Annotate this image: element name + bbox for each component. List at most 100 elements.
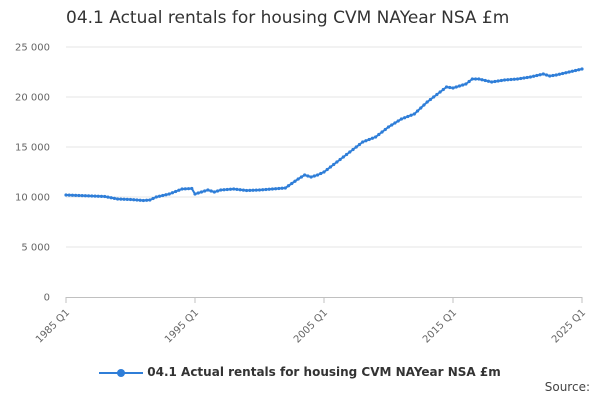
data-point[interactable] [399, 117, 403, 121]
data-point[interactable] [74, 193, 78, 197]
data-point[interactable] [293, 179, 297, 183]
data-point[interactable] [496, 79, 500, 83]
data-point[interactable] [277, 186, 281, 191]
data-point[interactable] [125, 197, 129, 201]
data-point[interactable] [103, 194, 107, 199]
data-point[interactable] [354, 145, 358, 149]
data-point[interactable] [506, 78, 510, 82]
data-point[interactable] [151, 196, 155, 201]
data-point[interactable] [245, 188, 249, 193]
data-point[interactable] [93, 194, 97, 198]
data-point[interactable] [483, 78, 487, 83]
data-point[interactable] [199, 190, 204, 194]
data-point[interactable] [570, 69, 574, 73]
data-point[interactable] [332, 162, 336, 167]
data-point[interactable] [425, 100, 429, 104]
data-point[interactable] [206, 188, 210, 192]
data-point[interactable] [196, 191, 200, 195]
data-point[interactable] [283, 186, 287, 190]
legend[interactable]: 04.1 Actual rentals for housing CVM NAYe… [0, 365, 600, 379]
data-point[interactable] [257, 188, 262, 192]
data-point[interactable] [419, 106, 423, 110]
data-point[interactable] [396, 119, 400, 123]
data-point[interactable] [180, 187, 184, 191]
data-point[interactable] [435, 92, 439, 97]
data-point[interactable] [557, 72, 562, 76]
data-point[interactable] [235, 187, 239, 191]
data-point[interactable] [106, 195, 110, 199]
data-point[interactable] [564, 71, 568, 75]
data-point[interactable] [177, 188, 181, 192]
data-point[interactable] [219, 188, 223, 192]
data-point[interactable] [325, 167, 329, 172]
data-point[interactable] [383, 127, 387, 132]
data-point[interactable] [519, 76, 523, 81]
data-point[interactable] [438, 90, 442, 94]
data-point[interactable] [364, 139, 368, 143]
data-point[interactable] [251, 188, 255, 192]
data-point[interactable] [386, 125, 391, 129]
data-point[interactable] [357, 142, 362, 147]
data-point[interactable] [193, 192, 197, 196]
data-point[interactable] [77, 193, 81, 198]
data-point[interactable] [112, 196, 116, 200]
data-point[interactable] [554, 73, 558, 77]
data-point[interactable] [532, 74, 536, 78]
data-point[interactable] [90, 194, 94, 198]
data-point[interactable] [457, 84, 462, 88]
data-point[interactable] [116, 197, 120, 201]
data-point[interactable] [499, 78, 503, 83]
data-point[interactable] [86, 194, 91, 198]
data-point[interactable] [470, 77, 474, 81]
data-point[interactable] [228, 187, 233, 191]
data-point[interactable] [225, 187, 229, 192]
data-point[interactable] [157, 194, 162, 198]
data-point[interactable] [467, 79, 471, 84]
data-point[interactable] [70, 193, 75, 197]
data-point[interactable] [148, 198, 152, 202]
data-point[interactable] [535, 73, 539, 78]
data-point[interactable] [577, 68, 581, 72]
data-point[interactable] [222, 188, 226, 192]
data-point[interactable] [203, 189, 207, 193]
series-line[interactable] [65, 68, 583, 202]
data-point[interactable] [290, 181, 294, 186]
data-point[interactable] [490, 80, 494, 84]
data-point[interactable] [522, 76, 526, 80]
data-point[interactable] [444, 85, 449, 89]
data-point[interactable] [183, 187, 187, 191]
data-point[interactable] [448, 85, 452, 90]
data-point[interactable] [135, 198, 139, 202]
data-point[interactable] [315, 173, 320, 177]
data-point[interactable] [322, 170, 326, 174]
data-point[interactable] [393, 121, 397, 125]
data-point[interactable] [370, 136, 374, 140]
data-point[interactable] [312, 174, 316, 178]
data-point[interactable] [528, 75, 533, 79]
data-point[interactable] [212, 190, 216, 194]
data-point[interactable] [341, 155, 345, 159]
data-point[interactable] [132, 198, 136, 202]
data-point[interactable] [390, 123, 394, 127]
data-point[interactable] [122, 197, 126, 201]
data-point[interactable] [525, 75, 529, 80]
data-point[interactable] [461, 83, 465, 87]
data-point[interactable] [306, 174, 310, 178]
data-point[interactable] [264, 187, 268, 192]
data-point[interactable] [299, 175, 304, 179]
data-point[interactable] [167, 192, 171, 196]
data-point[interactable] [190, 186, 194, 191]
data-point[interactable] [567, 70, 571, 74]
data-point[interactable] [145, 198, 149, 202]
data-point[interactable] [261, 188, 265, 192]
data-point[interactable] [254, 188, 258, 192]
data-point[interactable] [128, 197, 133, 202]
data-point[interactable] [238, 188, 242, 192]
data-point[interactable] [296, 177, 300, 181]
data-point[interactable] [67, 193, 71, 197]
data-point[interactable] [361, 140, 365, 144]
data-point[interactable] [441, 87, 445, 92]
data-point[interactable] [64, 193, 68, 197]
data-point[interactable] [503, 78, 507, 82]
data-point[interactable] [141, 198, 145, 203]
